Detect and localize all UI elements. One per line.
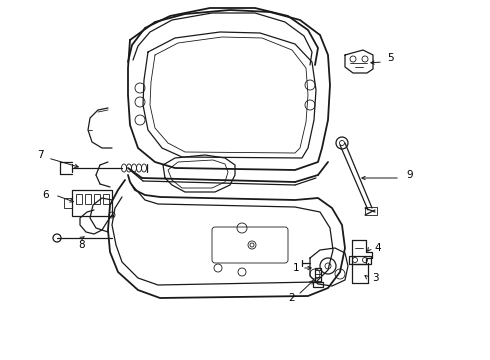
Bar xyxy=(94,194,100,204)
Text: 4: 4 xyxy=(375,243,381,253)
Bar xyxy=(103,194,109,204)
Bar xyxy=(349,256,371,264)
Bar xyxy=(365,207,377,215)
Text: 2: 2 xyxy=(289,293,295,303)
Text: 5: 5 xyxy=(387,53,393,63)
Text: 8: 8 xyxy=(79,240,85,250)
Text: 7: 7 xyxy=(37,150,43,160)
Text: 9: 9 xyxy=(407,170,413,180)
Text: 6: 6 xyxy=(43,190,49,200)
Bar xyxy=(315,268,321,282)
Text: 1: 1 xyxy=(293,263,299,273)
Bar xyxy=(313,282,323,287)
Bar xyxy=(72,190,112,216)
Bar xyxy=(85,194,91,204)
Bar xyxy=(76,194,82,204)
Text: 3: 3 xyxy=(372,273,378,283)
Bar xyxy=(64,198,72,208)
